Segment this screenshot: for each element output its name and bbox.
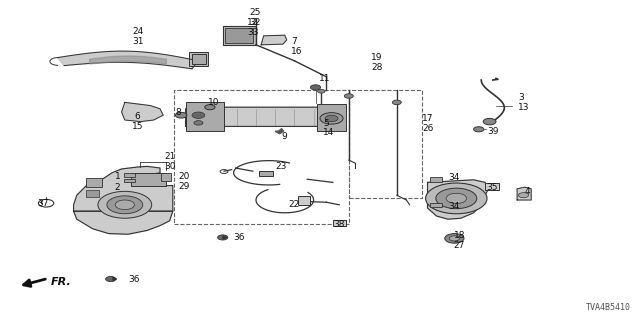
Text: 10: 10	[208, 98, 220, 107]
Circle shape	[325, 115, 338, 122]
Circle shape	[483, 118, 496, 125]
Text: FR.: FR.	[51, 276, 72, 287]
Text: 2: 2	[115, 183, 120, 192]
Circle shape	[115, 200, 134, 210]
Text: 6
15: 6 15	[132, 112, 143, 131]
Text: 36: 36	[234, 233, 245, 242]
Circle shape	[446, 193, 467, 204]
Text: 8: 8	[175, 108, 181, 116]
Bar	[124, 179, 135, 182]
Text: 34: 34	[448, 173, 460, 182]
Bar	[124, 173, 135, 177]
Circle shape	[392, 100, 401, 105]
Circle shape	[192, 112, 205, 118]
Circle shape	[205, 105, 215, 110]
Text: 36: 36	[128, 275, 140, 284]
Text: 22: 22	[288, 200, 300, 209]
Text: 38: 38	[333, 220, 345, 229]
Bar	[161, 173, 171, 181]
Bar	[192, 54, 206, 64]
Bar	[259, 171, 273, 176]
Text: 12
33: 12 33	[247, 18, 259, 36]
Circle shape	[518, 193, 529, 198]
Bar	[349, 90, 422, 198]
Text: 19
28: 19 28	[371, 53, 383, 72]
Bar	[430, 203, 442, 207]
Polygon shape	[90, 56, 166, 64]
Circle shape	[426, 183, 487, 214]
Bar	[86, 178, 102, 187]
Bar	[174, 90, 349, 224]
Bar	[298, 196, 310, 205]
Text: 5
14: 5 14	[323, 119, 335, 137]
Circle shape	[106, 276, 116, 282]
Text: 4: 4	[525, 188, 531, 196]
Polygon shape	[74, 166, 173, 211]
Text: 24
31: 24 31	[132, 28, 143, 46]
Text: 20
29: 20 29	[178, 172, 189, 191]
Polygon shape	[261, 35, 287, 45]
Text: 18
27: 18 27	[454, 231, 465, 250]
Bar	[333, 220, 346, 226]
Circle shape	[218, 235, 228, 240]
Text: 35: 35	[486, 183, 498, 192]
Bar	[189, 52, 208, 66]
Circle shape	[175, 112, 187, 118]
Circle shape	[449, 236, 460, 241]
Circle shape	[310, 85, 321, 90]
Text: 1: 1	[115, 172, 120, 181]
Bar	[430, 177, 442, 182]
Text: 9: 9	[282, 132, 287, 140]
Bar	[225, 28, 253, 43]
Polygon shape	[58, 51, 198, 69]
Text: 17
26: 17 26	[422, 114, 434, 132]
Bar	[317, 104, 346, 131]
Circle shape	[474, 127, 484, 132]
Bar	[131, 173, 166, 186]
Polygon shape	[275, 129, 284, 134]
Bar	[86, 190, 99, 197]
Text: 21
30: 21 30	[164, 152, 175, 171]
Circle shape	[436, 188, 477, 209]
Text: 23: 23	[275, 162, 287, 171]
Circle shape	[344, 94, 353, 98]
Circle shape	[98, 191, 152, 218]
Text: 3
13: 3 13	[518, 93, 530, 112]
Polygon shape	[122, 102, 163, 122]
Polygon shape	[186, 107, 339, 126]
Bar	[223, 26, 256, 45]
Text: 11: 11	[319, 74, 330, 83]
Bar	[186, 102, 224, 131]
Polygon shape	[517, 187, 531, 200]
Circle shape	[107, 196, 143, 214]
Circle shape	[194, 121, 203, 125]
Text: TVA4B5410: TVA4B5410	[586, 303, 630, 312]
Circle shape	[320, 113, 343, 124]
Circle shape	[445, 234, 464, 243]
Text: 39: 39	[488, 127, 499, 136]
Text: 34: 34	[448, 202, 460, 211]
Text: 25
32: 25 32	[250, 8, 261, 27]
Bar	[485, 183, 499, 190]
Circle shape	[317, 89, 325, 93]
Polygon shape	[428, 180, 488, 219]
Text: 37: 37	[38, 199, 49, 208]
Polygon shape	[74, 211, 173, 234]
Text: 7
16: 7 16	[291, 37, 303, 56]
